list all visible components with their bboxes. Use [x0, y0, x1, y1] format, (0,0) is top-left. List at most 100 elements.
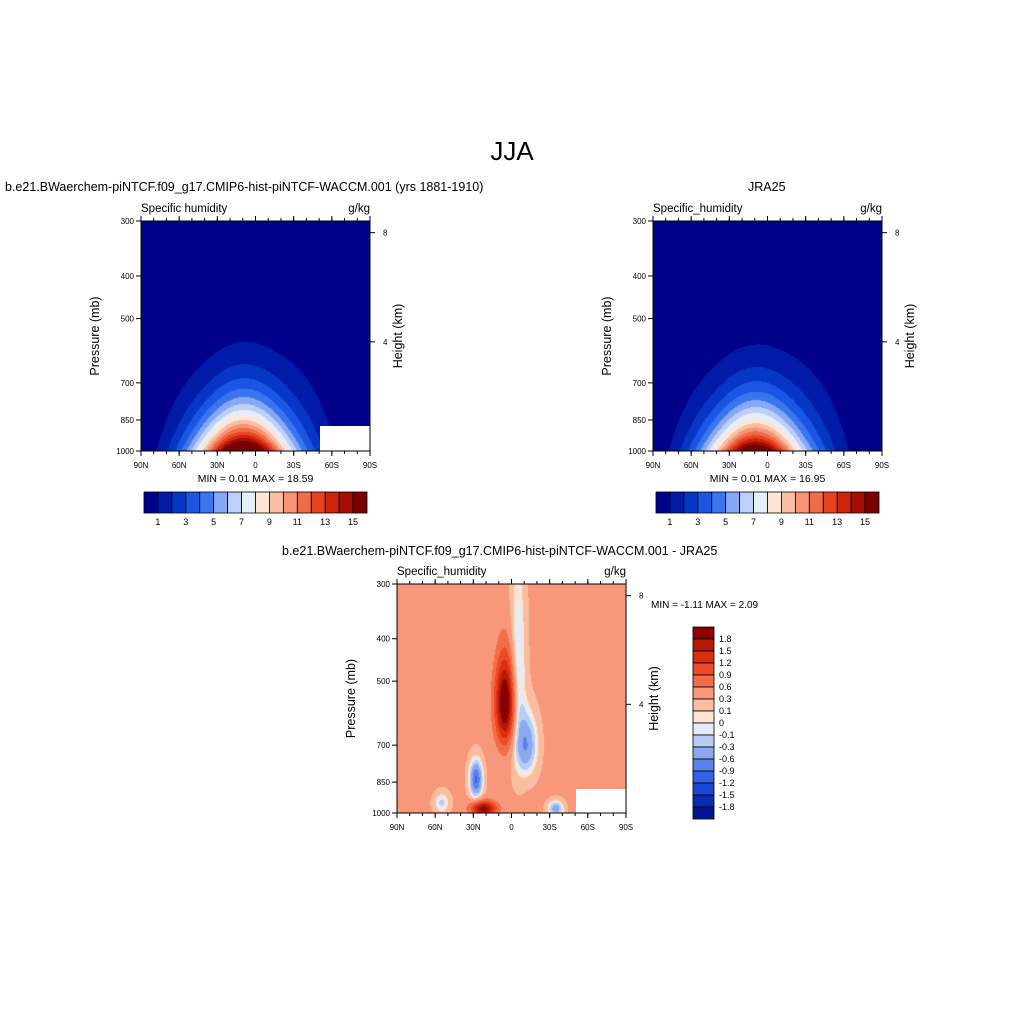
panel1-colorbar-box [185, 491, 201, 514]
panel2-y-tick-label: 400 [633, 272, 647, 281]
panel3-colorbar-box [692, 782, 715, 796]
panel2-colorbar-label: 5 [723, 517, 728, 527]
panel3-y2label: Height (km) [647, 666, 661, 731]
panel3-colorbar-box [692, 662, 715, 676]
panel1-title: b.e21.BWaerchem-piNTCF.f09_g17.CMIP6-his… [5, 180, 484, 194]
panel2-colorbar-box [781, 491, 796, 514]
panel2-colorbar-box [794, 491, 810, 514]
panel3-colorbar-box [692, 794, 715, 808]
panel1-colorbar-box [157, 491, 173, 514]
panel1-colorbar-box [352, 491, 368, 514]
panel1-x-tick-label: 0 [253, 461, 258, 470]
panel2-colorbar-box [697, 491, 713, 514]
panel3-colorbar-label: 0.6 [719, 682, 732, 692]
panel1-colorbar-label: 3 [183, 517, 188, 527]
panel3-right-string: g/kg [604, 566, 626, 578]
panel2-y-tick-label: 850 [633, 416, 647, 425]
panel3-y-tick-label: 400 [377, 635, 391, 644]
panel2-colorbar-box [864, 491, 880, 514]
panel3-missing-mask [576, 789, 626, 813]
panel3-colorbar-box [692, 734, 715, 748]
panel3-colorbar-label: -1.8 [719, 802, 735, 812]
panel3-x-tick-label: 30N [466, 823, 481, 832]
panel1-x-tick-label: 30N [210, 461, 225, 470]
panel1-colorbar-box [338, 491, 354, 514]
panel2-colorbar-label: 9 [779, 517, 784, 527]
panel2-field-image [653, 221, 882, 451]
panel1-colorbar-label: 15 [348, 517, 358, 527]
panel1-y-tick-label: 500 [121, 315, 135, 324]
panel1-y-tick-label: 300 [121, 217, 135, 226]
panel3-colorbar-label: 0.9 [719, 670, 732, 680]
panel2-x-tick-label: 30N [722, 461, 737, 470]
panel2-colorbar-label: 11 [805, 517, 814, 527]
panel3-title: b.e21.BWaerchem-piNTCF.f09_g17.CMIP6-his… [282, 544, 718, 558]
panel3-axes: 90N 60N 30N 0 30S 60S 90S 300 400 500 700 850 1000 8 4… [344, 566, 661, 832]
panel1-y-tick-label: 700 [121, 379, 135, 388]
panel2-x-tick-label: 60N [684, 461, 699, 470]
panel1-axes: 90N 60N 30N 0 30S 60S 90S 300 400 500 700 850 1000 8 4… [88, 203, 405, 470]
panel2-y2-tick-label: 4 [895, 338, 900, 347]
panel3-colorbar-label: -1.5 [719, 790, 735, 800]
panel3-colorbar-box [692, 806, 715, 820]
panel3-left-string: Specific_humidity [397, 566, 487, 578]
figure-title: JJA [490, 136, 534, 166]
panel3-colorbar-box [692, 770, 715, 784]
panel2-stats: MIN = 0.01 MAX = 16.95 [710, 473, 826, 485]
panel3-colorbar-box [692, 758, 715, 772]
panel1-y-tick-label: 1000 [116, 447, 134, 456]
panel1-colorbar-box [171, 491, 187, 514]
panel1-x-tick-label: 30S [287, 461, 301, 470]
panel3-colorbar-box [692, 650, 715, 664]
panel2-y-tick-label: 700 [633, 379, 647, 388]
panel2-x-tick-label: 90S [875, 461, 889, 470]
panel2-colorbar-box [669, 491, 685, 514]
panel2-left-string: Specific_humidity [653, 203, 743, 215]
panel2-colorbar-label: 15 [860, 517, 870, 527]
panel2-y2-tick-label: 8 [895, 229, 900, 238]
panel2-colorbar-box [767, 491, 782, 514]
panel3-field-image [397, 584, 626, 813]
panel3-colorbar-label: -0.3 [719, 742, 735, 752]
panel1-colorbar-box [282, 491, 298, 514]
panel3-y-tick-label: 850 [377, 778, 391, 787]
panel3-colorbar-box [692, 674, 715, 688]
panel1-colorbar-label: 9 [267, 517, 272, 527]
panel1-x-tick-label: 60S [325, 461, 339, 470]
panel3-colorbar-label: 1.2 [719, 658, 732, 668]
panel2-x-tick-label: 0 [765, 461, 770, 470]
panel3-y-tick-label: 700 [377, 741, 391, 750]
panel3-colorbar-box [692, 638, 715, 652]
panel3-colorbar-box [692, 746, 715, 760]
panel1-colorbar-label: 5 [211, 517, 216, 527]
panel1-colorbar-box [143, 491, 159, 514]
panel3-colorbar-label: -0.6 [719, 754, 735, 764]
panel2-colorbar-box [739, 491, 754, 514]
panel3-x-tick-label: 90N [390, 823, 405, 832]
panel1-left-string: Specific humidity [141, 203, 228, 215]
panel2-colorbar-box [725, 491, 741, 514]
panel3-colorbar-label: -0.9 [719, 766, 735, 776]
panel1-colorbar-box [324, 491, 340, 514]
panel3-y-tick-label: 1000 [372, 809, 390, 818]
panel2-x-tick-label: 30S [799, 461, 813, 470]
panel3-x-tick-label: 90S [619, 823, 633, 832]
panel3-colorbar-label: 0.3 [719, 694, 732, 704]
panel2-colorbar-label: 1 [667, 517, 672, 527]
panel1-missing-mask [320, 426, 370, 451]
panel1-colorbar-label: 7 [239, 517, 244, 527]
panel3-y2-tick-label: 8 [639, 592, 644, 601]
panel1-colorbar-box [199, 491, 215, 514]
panel2-colorbar-box [655, 491, 671, 514]
panel2-y-tick-label: 500 [633, 315, 647, 324]
panel3-colorbar-box [692, 710, 715, 724]
panel2-colorbar-box [808, 491, 824, 514]
panel3-colorbar: 1.8 1.5 1.2 0.9 0.6 0.3 0.1 0 -0.1 -0.3 -0.6 -0.9 -1… [651, 600, 759, 820]
panel1-y2-tick-label: 4 [383, 338, 388, 347]
panel1-colorbar-box [213, 491, 229, 514]
panel1-stats: MIN = 0.01 MAX = 18.59 [198, 473, 314, 485]
panel3-colorbar-label: 0 [719, 718, 724, 728]
panel2-y-tick-label: 1000 [628, 447, 646, 456]
